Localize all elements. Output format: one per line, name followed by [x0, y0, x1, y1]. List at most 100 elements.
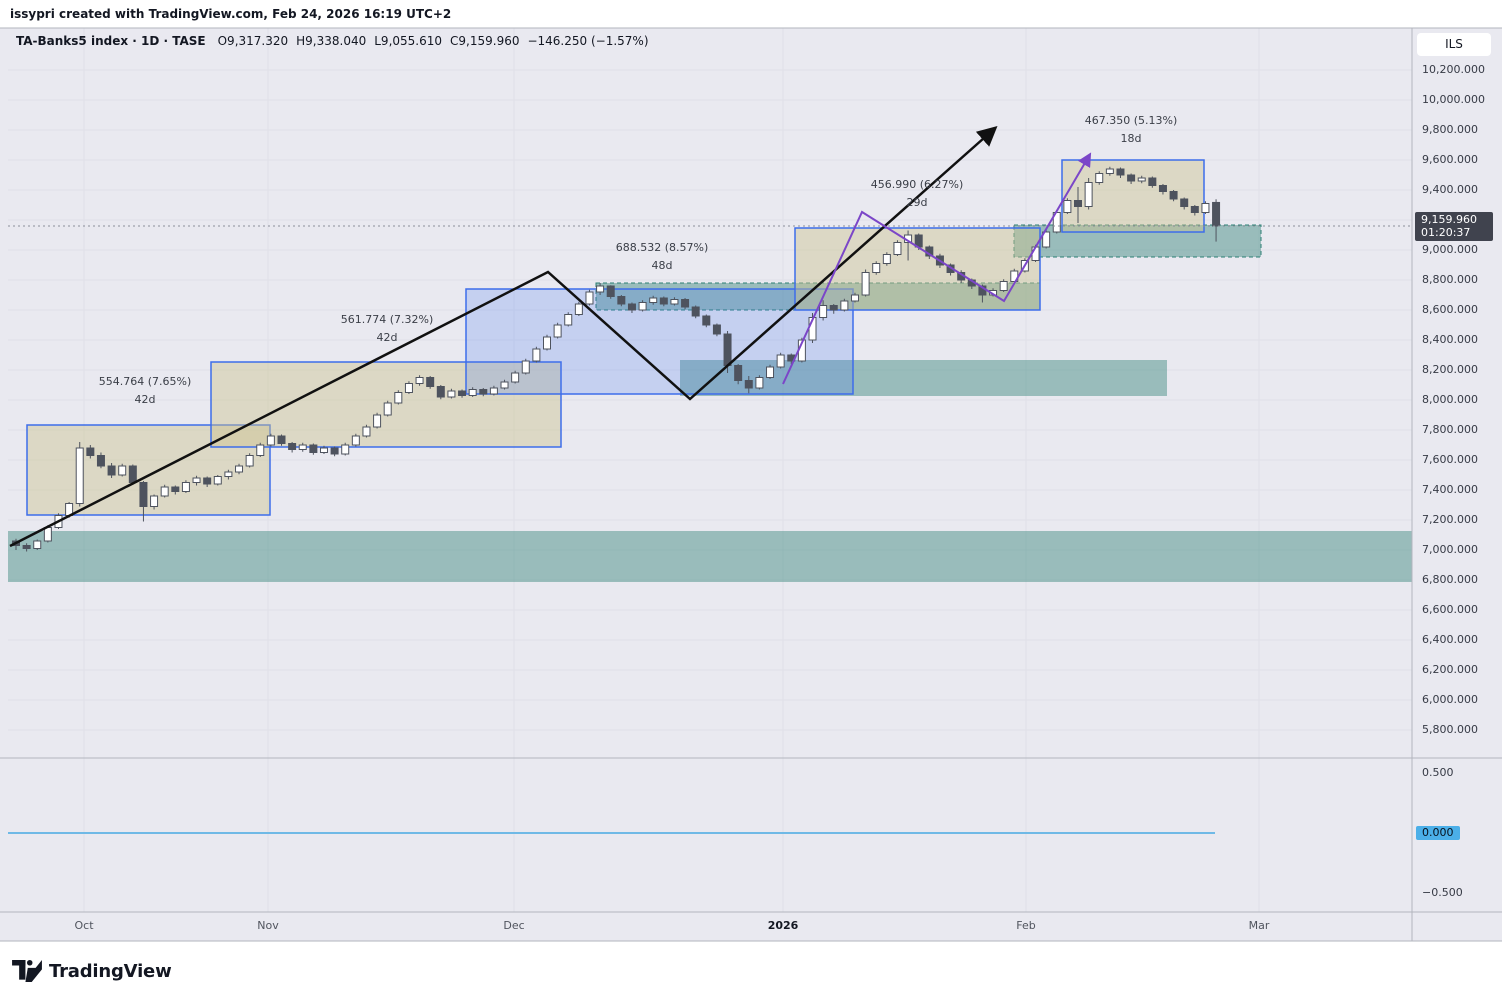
price-axis-label: 10,200.000 [1422, 63, 1485, 76]
candle-body [1201, 203, 1210, 213]
price-axis-label: 7,400.000 [1422, 483, 1478, 496]
symbol-title[interactable]: TA-Banks5 index · 1D · TASE [16, 34, 206, 48]
candle-body [415, 377, 424, 384]
candle-body [638, 302, 647, 311]
range-label: 554.764 (7.65%) [99, 375, 192, 388]
candle-body [882, 254, 891, 264]
candle-body [702, 315, 711, 326]
candle-body [436, 386, 445, 398]
candle-body [691, 306, 700, 317]
candle-body [1095, 173, 1104, 183]
candle-body [500, 381, 509, 389]
candle-body [458, 390, 467, 396]
candle-body [181, 482, 190, 492]
tradingview-brand-text[interactable]: TradingView [49, 960, 172, 982]
candle-body [861, 272, 870, 296]
price-axis-label: 9,000.000 [1422, 243, 1478, 256]
range-label: 688.532 (8.57%) [616, 241, 709, 254]
candle-body [511, 372, 520, 383]
candle-body [33, 540, 42, 549]
candle-body [330, 447, 339, 455]
range-days-label: 48d [652, 259, 673, 272]
candle-body [107, 465, 116, 476]
candle-body [627, 303, 636, 311]
candle-body [341, 444, 350, 455]
candle-body [213, 476, 222, 485]
tradingview-logo-icon[interactable] [12, 960, 42, 982]
price-axis-label: 8,200.000 [1422, 363, 1478, 376]
price-axis-label: 8,400.000 [1422, 333, 1478, 346]
attribution-text: issypri created with TradingView.com, Fe… [10, 7, 452, 21]
price-axis[interactable]: ILS 10,200.000 10,000.000 9,800.000 9,600.0… [1413, 0, 1502, 1000]
range-box[interactable] [465, 288, 854, 395]
last-price-value: 9,159.960 [1421, 213, 1477, 226]
candle-body [712, 324, 721, 335]
time-axis-label: 2026 [767, 919, 799, 932]
range-days-label: 29d [907, 196, 928, 209]
candle-body [617, 296, 626, 305]
candle-body [776, 354, 785, 368]
time-axis-label: Oct [74, 919, 94, 932]
range-box[interactable] [1061, 159, 1205, 233]
candle-body [447, 390, 456, 398]
candle-body [160, 486, 169, 497]
countdown-timer: 01:20:37 [1421, 226, 1471, 239]
candle-body [649, 297, 658, 303]
ohlc-open: O9,317.320 [217, 34, 289, 48]
candle-body [118, 465, 127, 476]
symbol-legend[interactable]: TA-Banks5 index · 1D · TASE O9,317.320 H9,… [16, 34, 657, 48]
candle-body [585, 291, 594, 305]
candle-body [489, 387, 498, 395]
candle-body [1148, 177, 1157, 186]
candle-body [999, 281, 1008, 291]
candle-body [543, 336, 551, 350]
candle-body [1127, 174, 1136, 182]
candle-body [351, 435, 360, 446]
currency-toggle-button[interactable]: ILS [1417, 33, 1491, 56]
price-axis-label: 8,000.000 [1422, 393, 1478, 406]
candle-body [150, 495, 159, 507]
price-axis-label: 9,800.000 [1422, 123, 1478, 136]
candle-body [298, 444, 307, 450]
time-axis-label: Dec [503, 919, 525, 932]
candle-body [128, 465, 137, 483]
candle-body [224, 471, 233, 477]
candle-body [723, 333, 732, 366]
candle-body [277, 435, 286, 444]
price-axis-label: 5,800.000 [1422, 723, 1478, 736]
price-axis-label: 9,400.000 [1422, 183, 1478, 196]
price-axis-label: 6,400.000 [1422, 633, 1478, 646]
candle-body [1137, 177, 1146, 182]
price-axis-label: 7,000.000 [1422, 543, 1478, 556]
price-axis-label: 10,000.000 [1422, 93, 1485, 106]
candle-body [1190, 206, 1199, 213]
chart-background [0, 28, 1502, 941]
price-axis-label: 6,000.000 [1422, 693, 1478, 706]
time-axis-label: Feb [1016, 919, 1036, 932]
candle-body [1212, 201, 1221, 227]
candle-body [606, 285, 615, 297]
candle-body [829, 305, 838, 311]
range-box[interactable] [26, 424, 271, 516]
ohlc-low: L9,055.610 [374, 34, 443, 48]
candle-body [203, 477, 212, 485]
range-days-label: 42d [135, 393, 156, 406]
price-axis-label: 8,600.000 [1422, 303, 1478, 316]
time-axis-label: Nov [257, 919, 279, 932]
ohlc-close: C9,159.960 [450, 34, 520, 48]
footer: TradingView [12, 953, 172, 989]
price-axis-label: 9,600.000 [1422, 153, 1478, 166]
trend-arrow-purple[interactable] [782, 152, 1092, 385]
candle-body [22, 545, 31, 549]
candle-body [394, 392, 403, 404]
support-zone-6900[interactable] [8, 531, 1412, 582]
candle-body [319, 447, 328, 453]
trend-arrow-black[interactable] [9, 126, 998, 548]
candle-body [1158, 185, 1167, 192]
candle-body [245, 455, 254, 467]
time-axis[interactable]: Oct Nov Dec 2026 Feb Mar [0, 912, 1413, 941]
range-days-label: 42d [377, 331, 398, 344]
candle-body [596, 285, 605, 293]
candle-body [256, 444, 265, 456]
